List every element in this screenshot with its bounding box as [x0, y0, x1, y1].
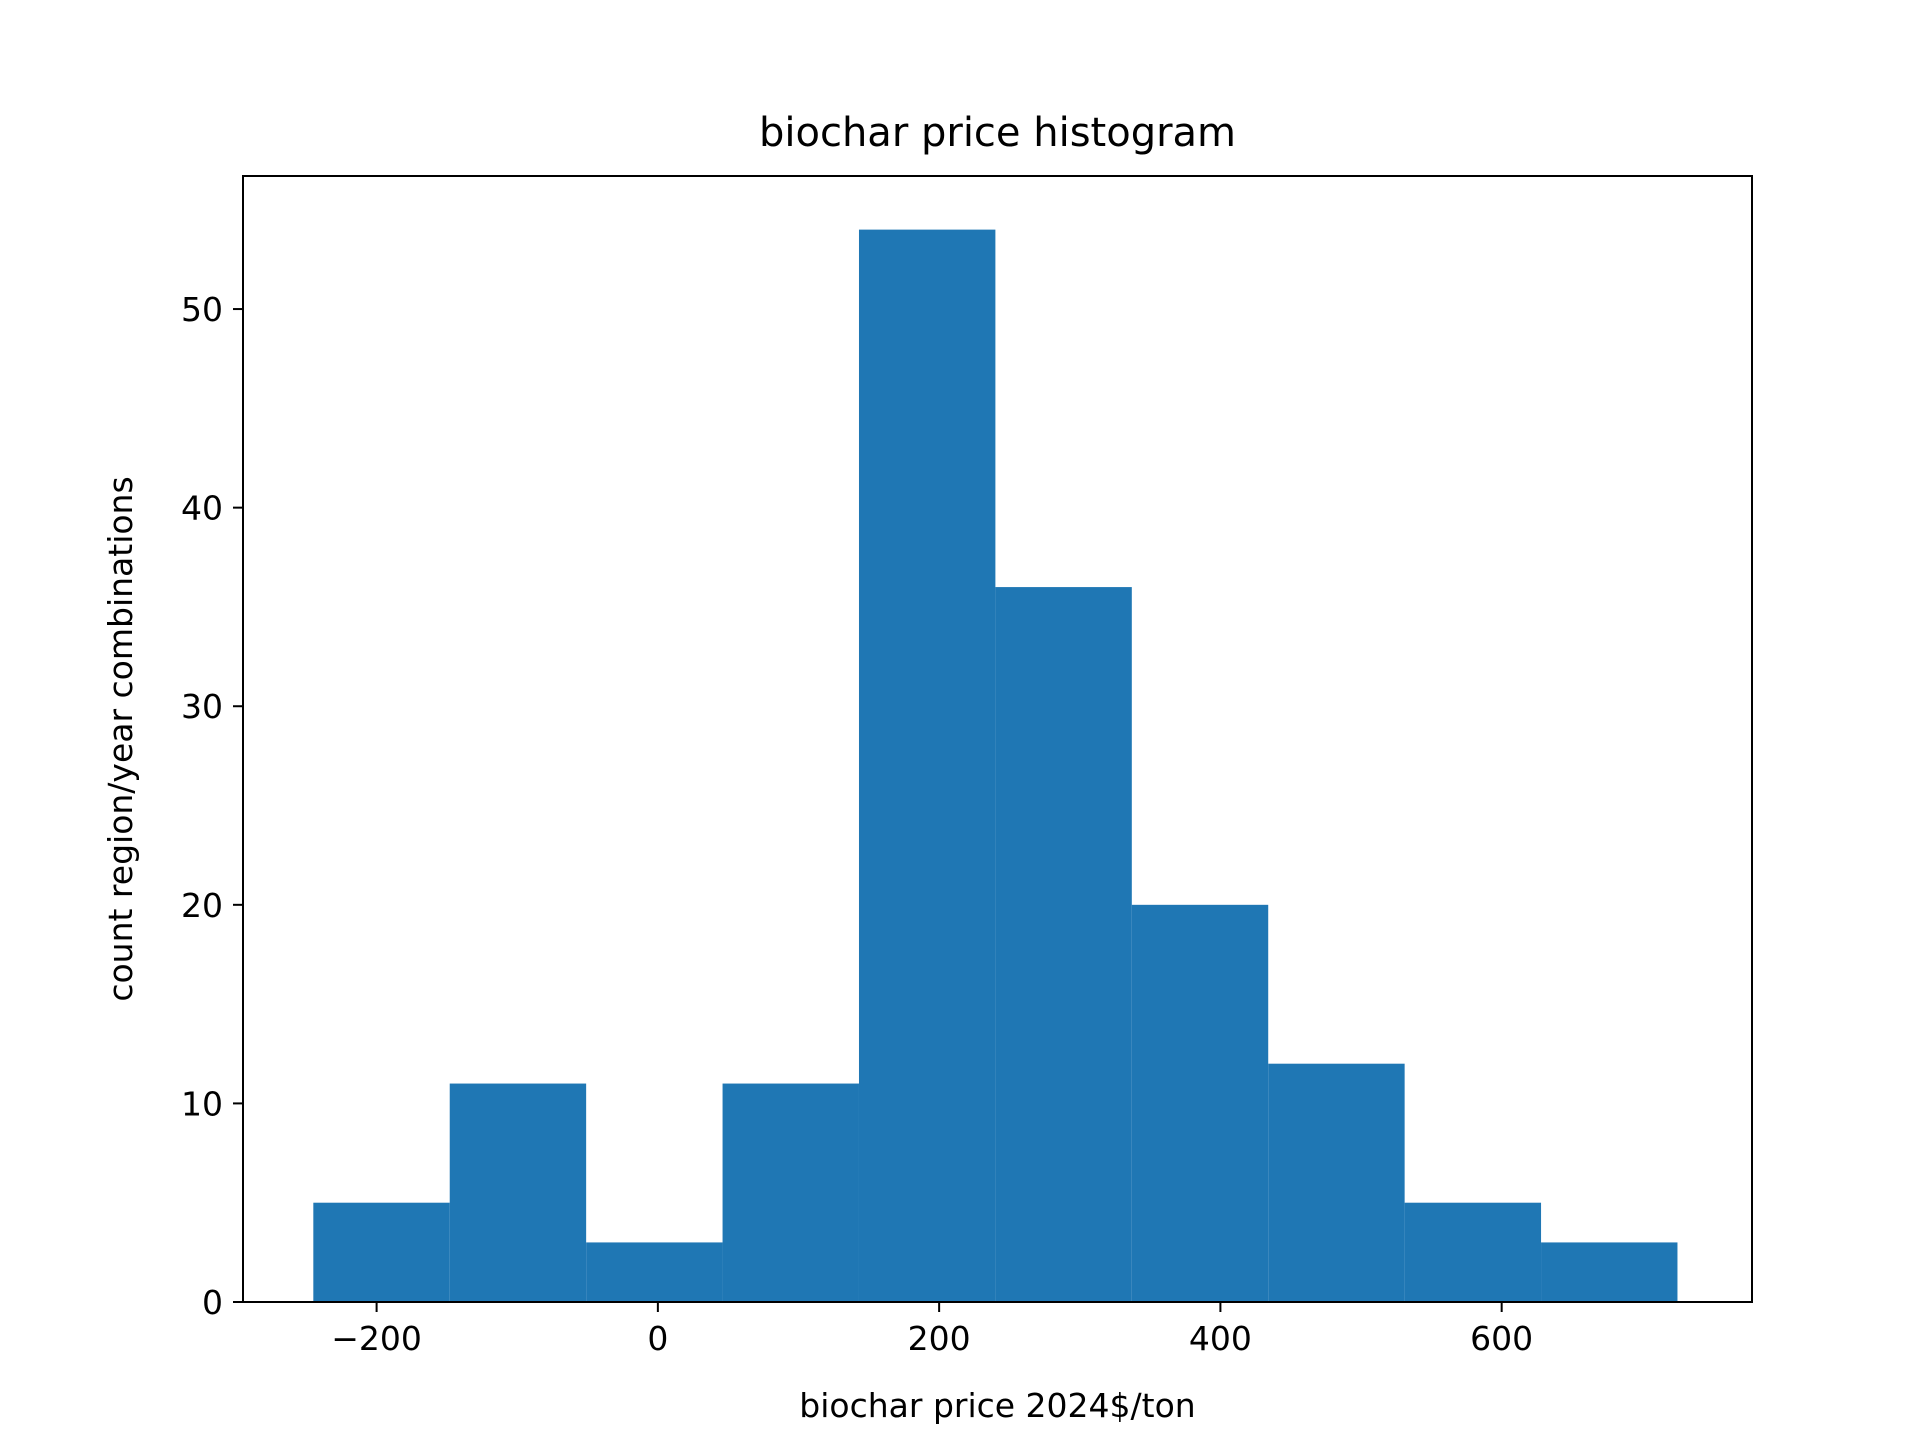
- histogram-bar: [313, 1202, 450, 1302]
- y-axis-label: count region/year combinations: [101, 476, 140, 1001]
- chart-title: biochar price histogram: [759, 110, 1236, 156]
- x-axis-ticks: −200 0 200 400 600: [331, 1302, 1533, 1358]
- y-tick-label: 20: [181, 886, 223, 925]
- histogram-bar: [858, 229, 996, 1303]
- histogram-bar: [449, 1083, 587, 1302]
- histogram-bar: [586, 1242, 723, 1302]
- histogram-bar: [995, 587, 1132, 1302]
- x-axis-label: biochar price 2024$/ton: [799, 1386, 1195, 1425]
- histogram-bar: [1404, 1202, 1542, 1302]
- x-tick-label: 200: [908, 1319, 971, 1358]
- y-tick-label: 40: [181, 489, 223, 528]
- y-tick-label: 0: [202, 1283, 223, 1322]
- plot-frame: [242, 175, 1753, 1303]
- x-tick-label: 400: [1189, 1319, 1252, 1358]
- y-tick-label: 50: [181, 290, 223, 329]
- y-tick-label: 30: [181, 687, 223, 726]
- histogram-bar: [722, 1083, 859, 1302]
- histogram-bar: [1131, 904, 1269, 1302]
- x-tick-label: −200: [331, 1319, 422, 1358]
- x-tick-label: 600: [1470, 1319, 1533, 1358]
- histogram-bar: [1268, 1063, 1405, 1302]
- bars-group: [313, 229, 1678, 1303]
- x-tick-label: 0: [647, 1319, 668, 1358]
- y-tick-label: 10: [181, 1084, 223, 1123]
- y-axis-ticks: 0 10 20 30 40 50: [181, 290, 243, 1322]
- histogram-bar: [1541, 1242, 1678, 1302]
